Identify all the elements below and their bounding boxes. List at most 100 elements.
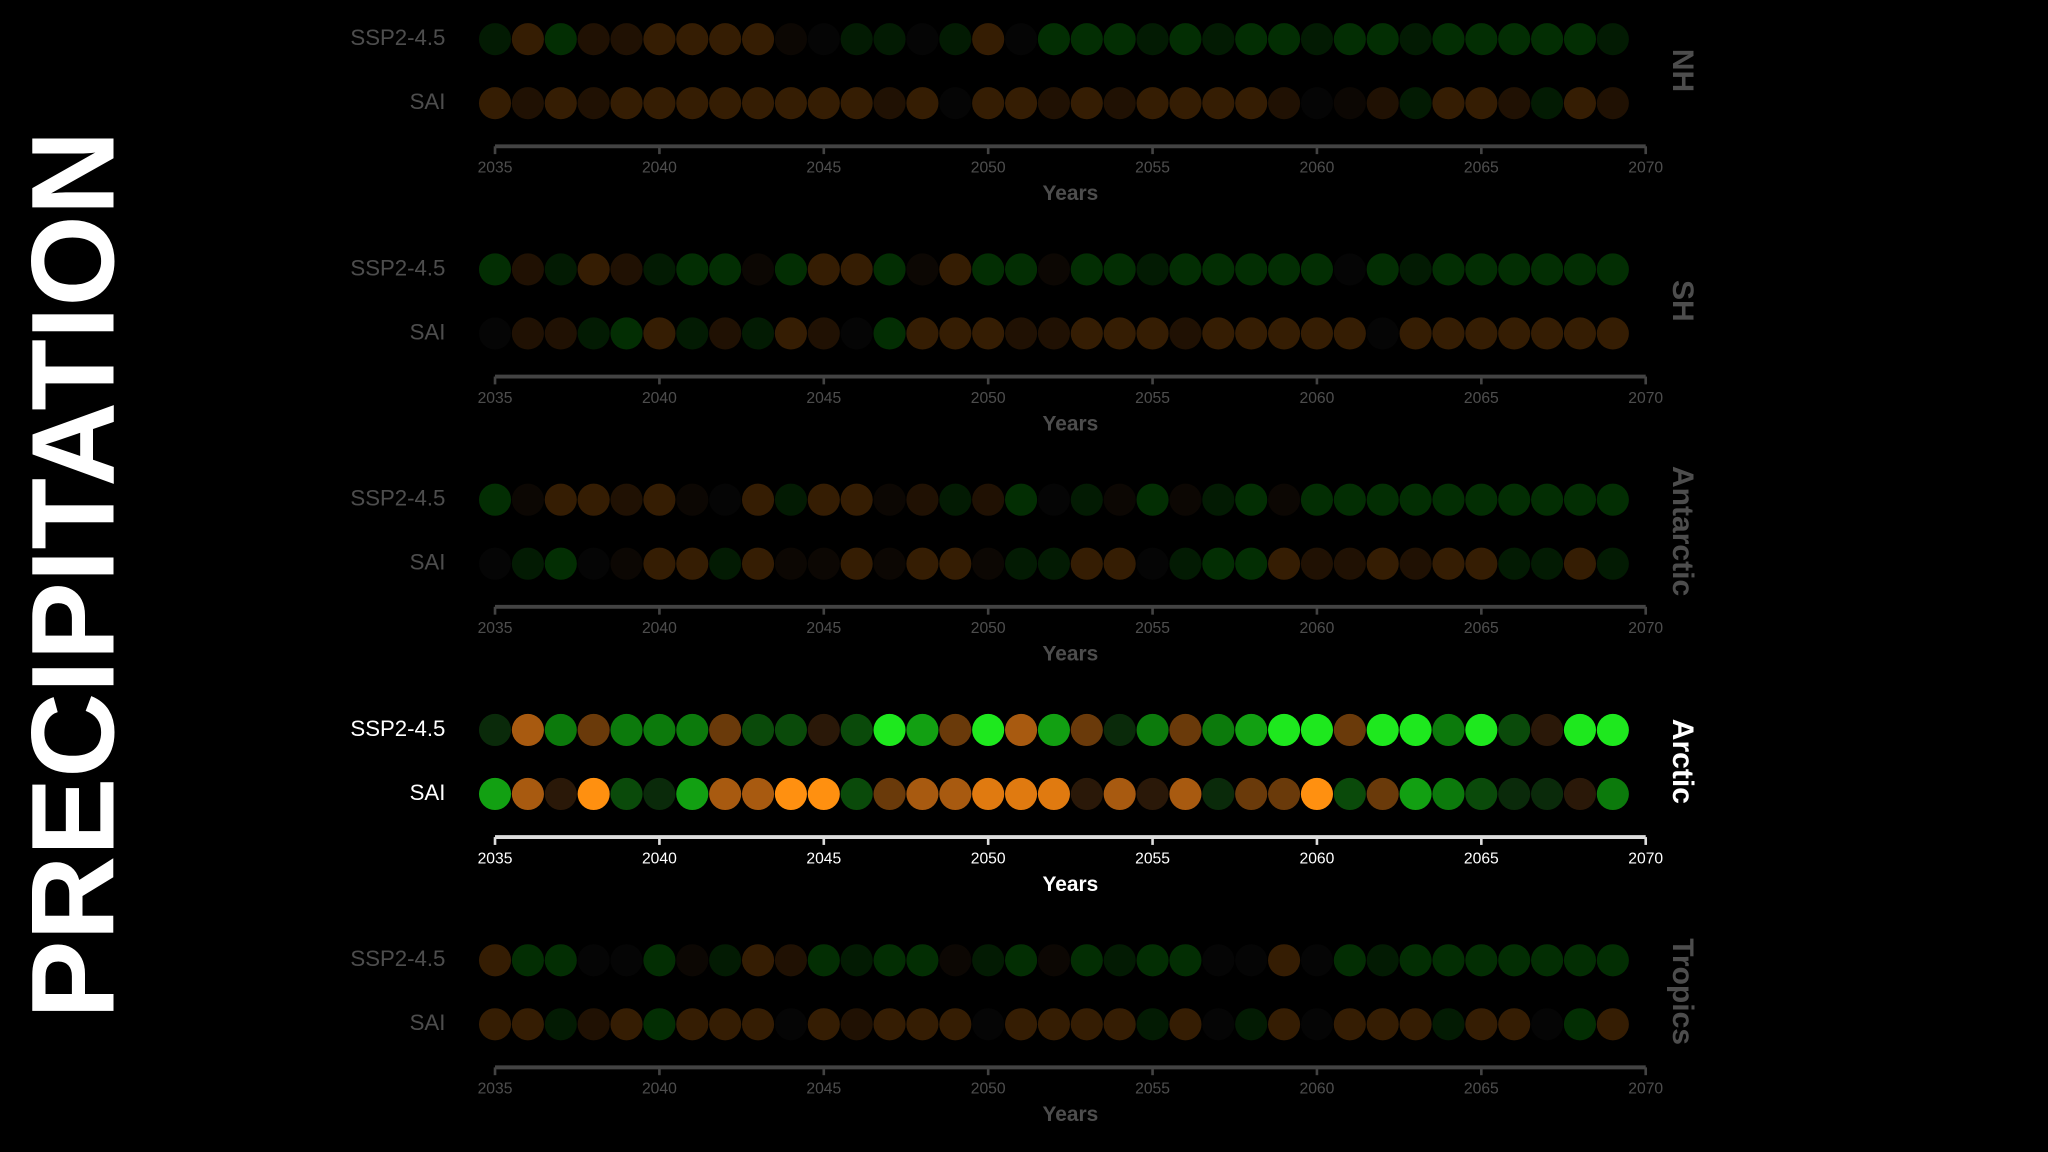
dot <box>511 777 544 811</box>
dot <box>544 483 577 516</box>
dot <box>1070 23 1103 56</box>
dot <box>1037 253 1070 286</box>
dot <box>1333 483 1366 516</box>
dot <box>1596 87 1629 120</box>
dot <box>972 317 1005 350</box>
dot <box>1563 547 1597 580</box>
dot <box>1169 23 1202 56</box>
dot <box>1004 777 1038 811</box>
dot <box>1235 317 1268 350</box>
dot <box>1300 253 1334 286</box>
dot <box>478 317 512 350</box>
dot <box>1563 317 1597 350</box>
dot <box>1465 1008 1498 1041</box>
dot <box>610 253 643 286</box>
dot <box>840 87 873 120</box>
dot <box>1399 944 1432 977</box>
dot <box>807 944 840 977</box>
dot <box>1169 87 1202 120</box>
dot <box>610 317 643 350</box>
dot <box>1465 87 1498 120</box>
dot <box>1498 87 1531 120</box>
dot <box>1235 777 1268 811</box>
dot <box>972 1008 1005 1041</box>
dot <box>1531 777 1564 811</box>
dot <box>1596 944 1629 977</box>
dot <box>511 1008 544 1041</box>
dot <box>972 944 1005 977</box>
region-label: NH <box>1666 49 1699 92</box>
x-tick-label: 2050 <box>971 620 1006 637</box>
panel: SSP2-4.5 SAI 2035 2040 2045 2050 2055 2060 2065 2… <box>350 23 1699 205</box>
x-tick-label: 2035 <box>478 390 513 407</box>
dot <box>807 483 840 516</box>
panel: SSP2-4.5 SAI 2035 2040 2045 2050 2055 2060 2065 2… <box>350 713 1699 896</box>
dot <box>939 713 972 747</box>
dot <box>1366 87 1399 120</box>
x-axis-label: Years <box>1043 643 1099 666</box>
dot <box>1333 253 1366 286</box>
dot <box>1235 713 1268 747</box>
dot <box>1563 944 1597 977</box>
dot <box>643 777 676 811</box>
dot <box>807 317 840 350</box>
dot <box>1432 87 1465 120</box>
dot <box>1037 547 1070 580</box>
dot <box>840 483 873 516</box>
dot <box>544 777 577 811</box>
dot <box>741 317 775 350</box>
region-label: Antarctic <box>1666 466 1699 596</box>
dot <box>840 944 873 977</box>
x-tick-label: 2035 <box>478 620 513 637</box>
dot <box>676 1008 709 1041</box>
dot <box>774 944 807 977</box>
dot <box>1465 483 1498 516</box>
dot <box>643 483 676 516</box>
dot <box>577 483 610 516</box>
dot <box>676 87 709 120</box>
dot <box>709 713 742 747</box>
x-tick-label: 2065 <box>1464 390 1499 407</box>
x-tick-label: 2060 <box>1300 1081 1335 1098</box>
dot <box>1268 944 1301 977</box>
dot <box>774 1008 807 1041</box>
x-tick-label: 2065 <box>1464 850 1499 867</box>
dot <box>1366 23 1399 56</box>
dot <box>873 483 906 516</box>
panel: SSP2-4.5 SAI 2035 2040 2045 2050 2055 2060 2065 2… <box>350 466 1699 666</box>
dot <box>1366 1008 1399 1041</box>
dot <box>544 944 577 977</box>
dot <box>1235 87 1268 120</box>
dot <box>1004 483 1038 516</box>
dot <box>1070 944 1103 977</box>
dot <box>1202 944 1235 977</box>
x-tick-label: 2050 <box>971 390 1006 407</box>
dot <box>807 1008 840 1041</box>
dot <box>1004 23 1038 56</box>
x-tick-label: 2065 <box>1464 620 1499 637</box>
dot <box>741 777 775 811</box>
dot <box>544 713 577 747</box>
dot <box>1399 317 1432 350</box>
x-tick-label: 2040 <box>642 160 677 177</box>
dot <box>939 317 972 350</box>
dot <box>939 944 972 977</box>
dot <box>511 87 544 120</box>
dot <box>1169 713 1202 747</box>
dot <box>676 713 709 747</box>
dot <box>1366 253 1399 286</box>
dot <box>511 317 544 350</box>
row-label: SAI <box>410 780 446 805</box>
dot <box>1300 483 1334 516</box>
x-tick-label: 2035 <box>478 160 513 177</box>
dot <box>610 944 643 977</box>
dot <box>1531 87 1564 120</box>
dot <box>873 547 906 580</box>
dot <box>1399 713 1432 747</box>
dot <box>1498 317 1531 350</box>
dot <box>1465 713 1498 747</box>
dot <box>906 713 939 747</box>
dot <box>1202 253 1235 286</box>
dot <box>873 713 906 747</box>
